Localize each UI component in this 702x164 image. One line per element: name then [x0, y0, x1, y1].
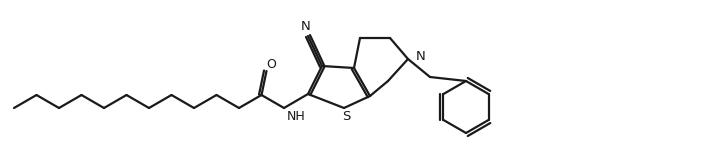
Text: N: N: [416, 50, 425, 62]
Text: N: N: [301, 20, 311, 33]
Text: NH: NH: [287, 111, 306, 123]
Text: S: S: [342, 111, 350, 123]
Text: O: O: [267, 59, 277, 72]
